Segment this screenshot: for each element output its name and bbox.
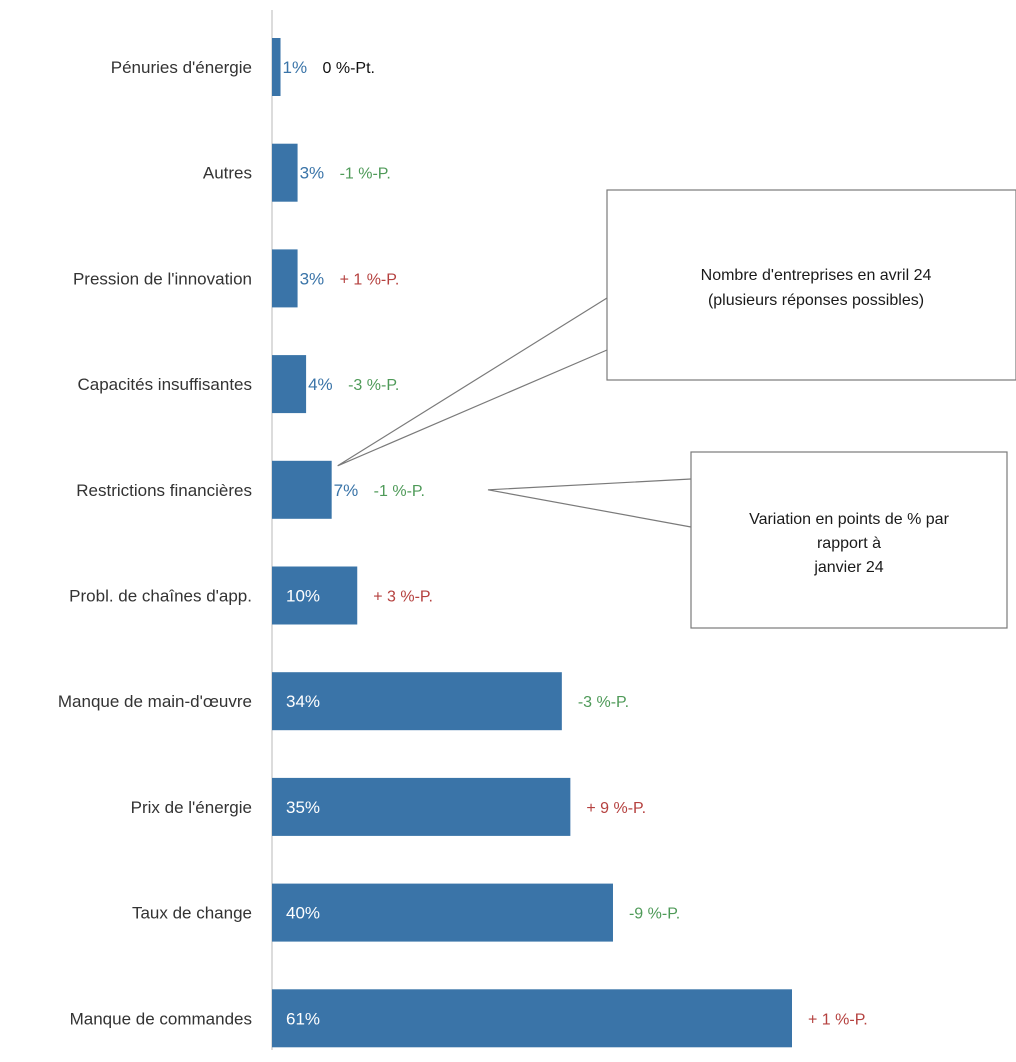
change-label: -3 %-P. <box>348 377 399 394</box>
value-label: 3% <box>300 164 325 183</box>
callout-pointer <box>487 478 692 528</box>
bar <box>272 460 332 519</box>
value-label: 3% <box>300 269 325 288</box>
bar <box>272 777 571 836</box>
value-label: 7% <box>334 481 359 500</box>
category-label: Prix de l'énergie <box>131 798 252 817</box>
change-label: -3 %-P. <box>578 694 629 711</box>
change-label: + 3 %-P. <box>373 589 433 606</box>
category-label: Probl. de chaînes d'app. <box>69 587 252 606</box>
bar-row: Probl. de chaînes d'app. 10% + 3 %-P. <box>69 566 433 625</box>
callout-box <box>690 451 1008 629</box>
callout-text-line: Nombre d'entreprises en avril 24 <box>701 267 932 284</box>
bar-row: Restrictions financières 7% -1 %-P. <box>76 460 425 519</box>
bar <box>272 143 298 202</box>
bar <box>272 249 298 308</box>
callout-count: Nombre d'entreprises en avril 24 (plusieu… <box>337 189 1016 467</box>
category-label: Pénuries d'énergie <box>111 58 252 77</box>
bar-row: Prix de l'énergie 35% + 9 %-P. <box>131 777 646 836</box>
category-label: Capacités insuffisantes <box>77 375 252 394</box>
bar-row: Autres 3% -1 %-P. <box>203 143 391 202</box>
change-label: -9 %-P. <box>629 906 680 923</box>
bar <box>272 883 613 942</box>
bar <box>272 566 358 625</box>
category-label: Manque de commandes <box>70 1009 252 1028</box>
bar-row: Capacités insuffisantes 4% -3 %-P. <box>77 355 399 414</box>
change-label: 0 %-Pt. <box>323 60 375 77</box>
callout-text-line: Variation en points de % par <box>749 511 950 528</box>
callouts: Nombre d'entreprises en avril 24 (plusieu… <box>337 189 1016 629</box>
callout-pointer <box>337 297 608 467</box>
change-label: -1 %-P. <box>340 166 391 183</box>
value-label: 35% <box>286 798 320 817</box>
value-label: 34% <box>286 692 320 711</box>
callout-text-line: janvier 24 <box>813 559 883 576</box>
bar-row: Manque de commandes 61% + 1 %-P. <box>70 989 868 1048</box>
callout-box <box>606 189 1016 381</box>
bar-row: Manque de main-d'œuvre 34% -3 %-P. <box>58 672 629 731</box>
callout-change: Variation en points de % par rapport à jan… <box>487 451 1008 629</box>
bar <box>272 355 307 414</box>
chart-rows: Pénuries d'énergie 1% 0 %-Pt. Autres 3% -1 %-… <box>58 38 868 1048</box>
bar-row: Pénuries d'énergie 1% 0 %-Pt. <box>111 38 375 96</box>
change-label: -1 %-P. <box>374 483 425 500</box>
value-label: 4% <box>308 375 333 394</box>
bar <box>272 38 281 96</box>
bar <box>272 989 792 1048</box>
bar-row: Pression de l'innovation 3% + 1 %-P. <box>73 249 400 308</box>
change-label: + 1 %-P. <box>808 1011 868 1028</box>
value-label: 10% <box>286 587 320 606</box>
callout-text-line: rapport à <box>817 535 881 552</box>
category-label: Restrictions financières <box>76 481 252 500</box>
change-label: + 9 %-P. <box>586 800 646 817</box>
change-label: + 1 %-P. <box>340 271 400 288</box>
category-label: Autres <box>203 164 252 183</box>
callout-text-line: (plusieurs réponses possibles) <box>708 292 924 309</box>
value-label: 40% <box>286 904 320 923</box>
value-label: 61% <box>286 1009 320 1028</box>
category-label: Pression de l'innovation <box>73 269 252 288</box>
bar-row: Taux de change 40% -9 %-P. <box>132 883 680 942</box>
value-label: 1% <box>283 58 308 77</box>
category-label: Taux de change <box>132 904 252 923</box>
category-label: Manque de main-d'œuvre <box>58 692 252 711</box>
bar <box>272 672 562 731</box>
